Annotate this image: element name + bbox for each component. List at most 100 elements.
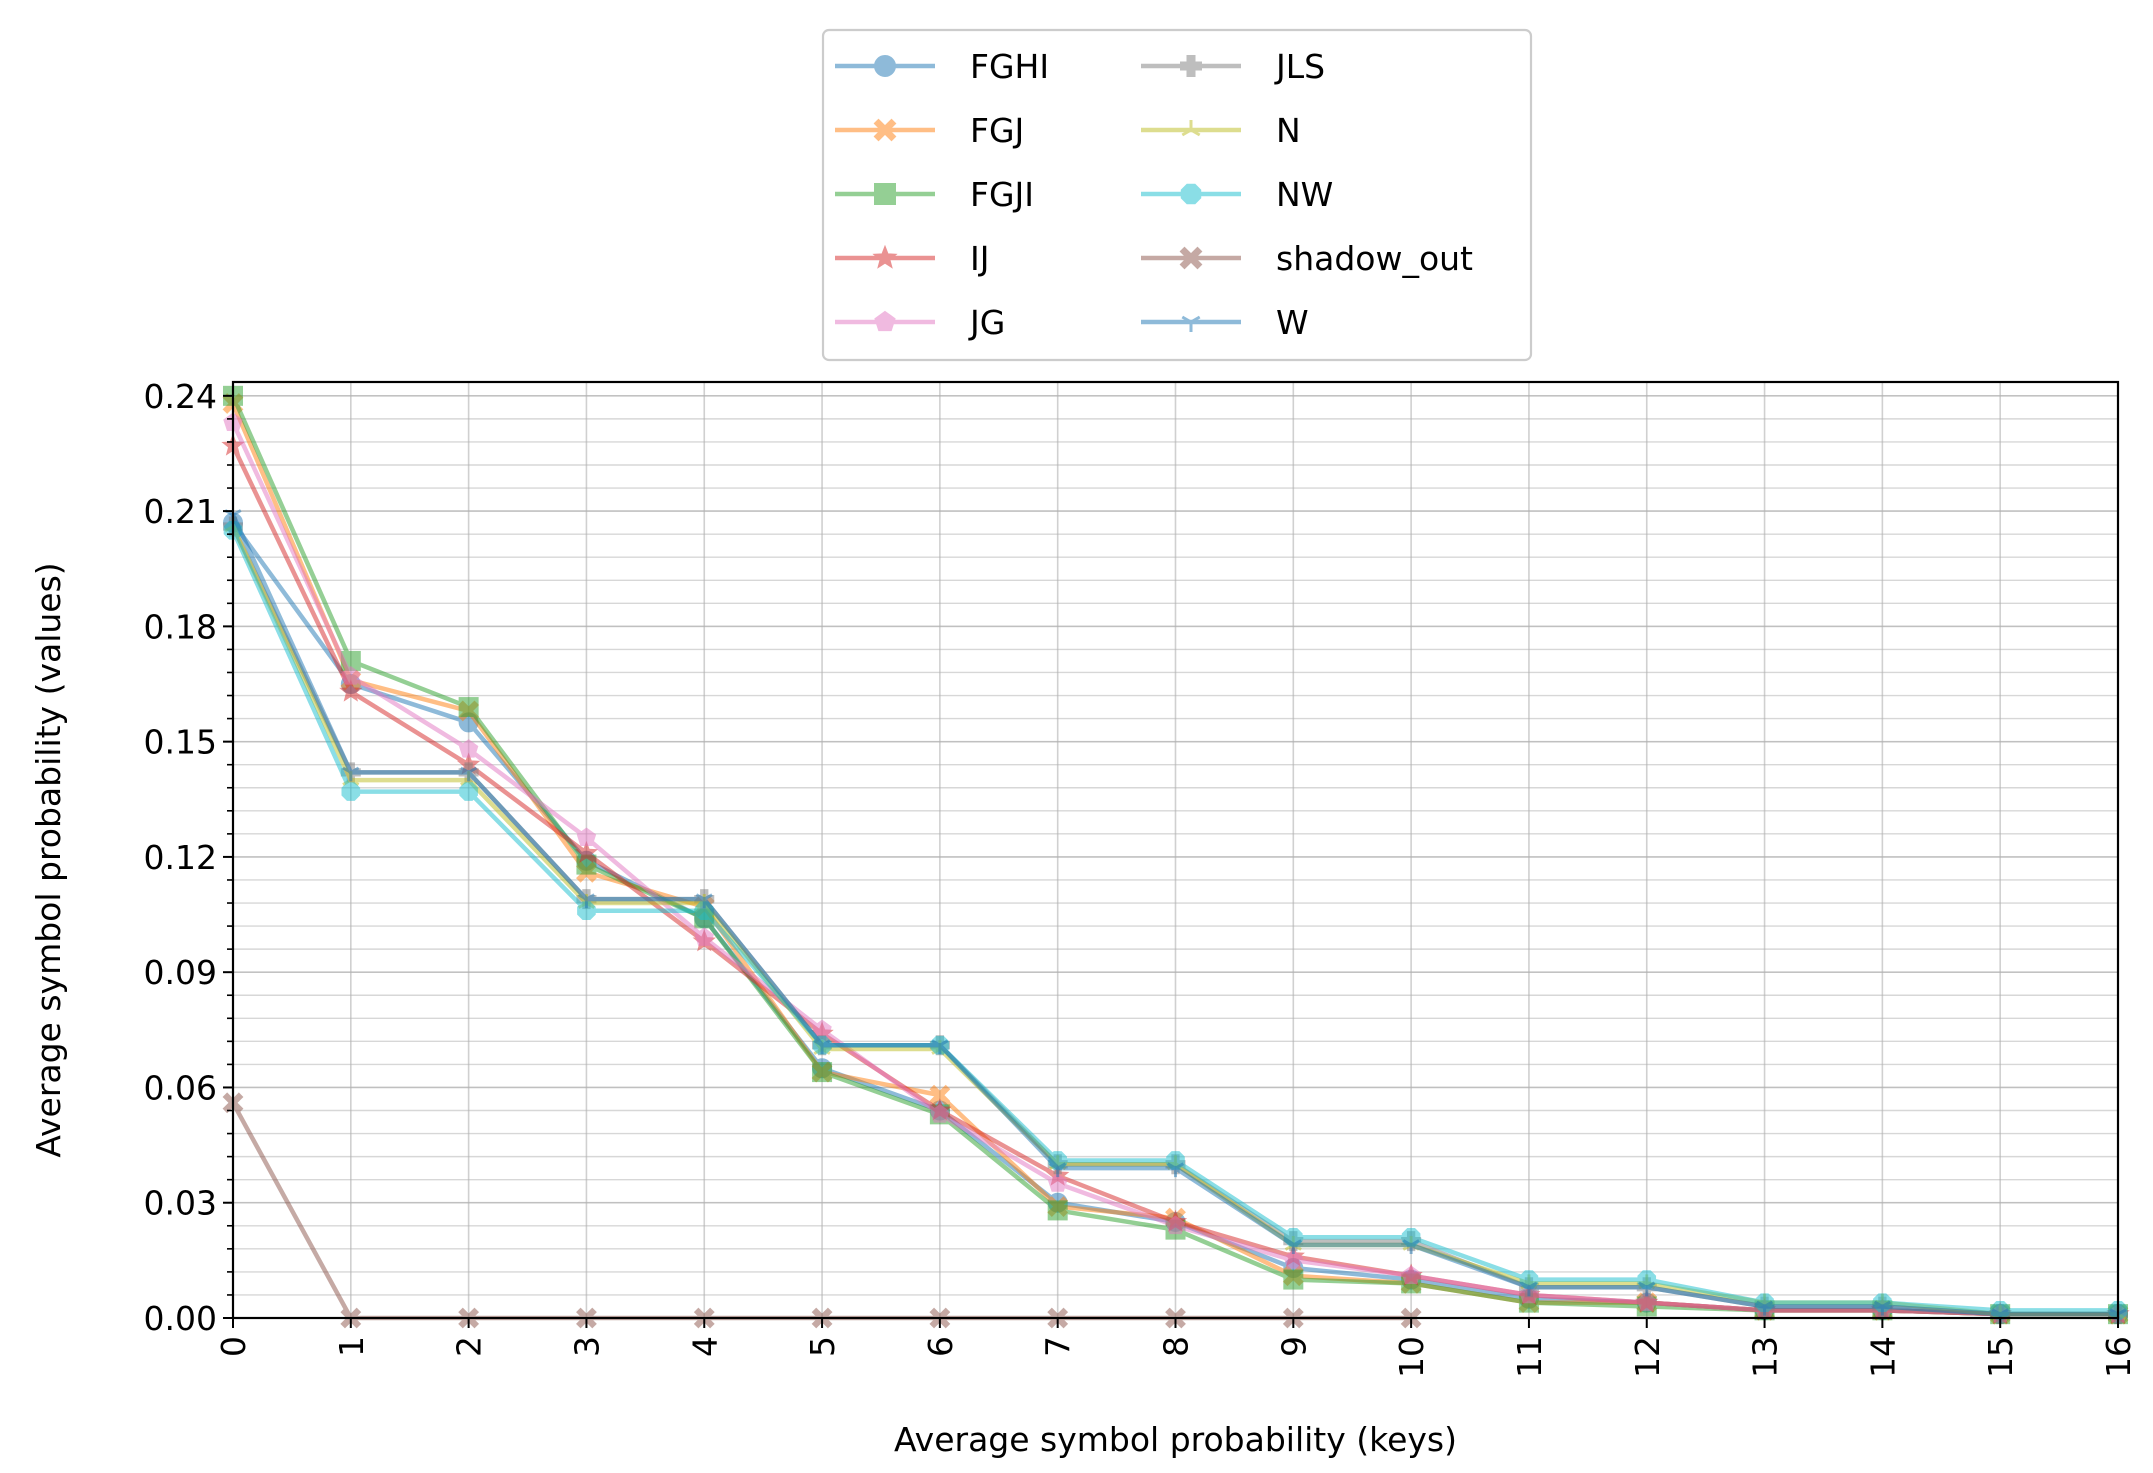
legend-handle <box>1141 55 1241 77</box>
legend-label: FGJI <box>970 175 1034 214</box>
legend-handle <box>835 244 935 269</box>
legend-entry-ij: IJ <box>835 239 989 278</box>
x-tick-label: 2 <box>450 1336 489 1357</box>
data-point-w <box>1873 1300 1891 1316</box>
data-point-fgji <box>812 1062 833 1083</box>
data-point-w <box>577 893 596 909</box>
legend-entry-shadow-out: shadow_out <box>1141 239 1473 278</box>
legend-marker <box>1179 246 1203 270</box>
legend-label: FGHI <box>970 47 1049 86</box>
y-tick-label: 0.12 <box>144 838 217 877</box>
legend-entry-nw: NW <box>1141 175 1333 214</box>
data-point-jg <box>458 739 479 758</box>
series-lines <box>221 385 2130 1329</box>
x-tick-label: 4 <box>685 1336 724 1357</box>
data-point-w <box>1166 1162 1185 1178</box>
y-tick-label: 0.03 <box>144 1184 217 1223</box>
data-point-w <box>813 1039 831 1055</box>
legend-handle <box>1141 315 1241 332</box>
legend-handle <box>835 310 935 332</box>
x-tick-label: 10 <box>1392 1336 1431 1378</box>
legend-marker <box>1181 315 1201 332</box>
data-point-fgji <box>1283 1269 1304 1290</box>
data-point-fgji <box>458 697 479 718</box>
data-point-w <box>342 766 360 782</box>
legend-marker <box>874 183 896 205</box>
x-tick-label: 1 <box>332 1336 371 1357</box>
legend-handle <box>1141 246 1241 270</box>
legend-label: FGJ <box>970 111 1024 150</box>
data-point-ij <box>574 840 599 863</box>
data-point-w <box>460 766 478 782</box>
data-point-w <box>1638 1281 1656 1297</box>
x-tick-label: 5 <box>803 1336 842 1357</box>
data-point-w <box>1049 1162 1067 1178</box>
data-point-jg <box>576 827 597 846</box>
y-tick-label: 0.21 <box>144 492 217 531</box>
data-point-jg <box>1637 1292 1657 1311</box>
x-tick-label: 0 <box>214 1336 253 1357</box>
legend-handle <box>835 183 935 205</box>
x-tick-label: 9 <box>1274 1336 1313 1357</box>
x-tick-label: 13 <box>1746 1336 1785 1378</box>
legend-entry-n: N <box>1141 111 1301 150</box>
data-point-jg <box>1165 1215 1186 1235</box>
y-axis-label: Average symbol probability (values) <box>29 562 68 1157</box>
x-axis-label: Average symbol probability (keys) <box>894 1420 1457 1459</box>
data-point-w <box>931 1039 949 1055</box>
data-point-nw <box>341 782 361 801</box>
y-tick-label: 0.00 <box>144 1299 217 1338</box>
data-point-jg <box>1401 1265 1421 1285</box>
legend-handle <box>1141 183 1241 205</box>
legend-marker <box>1180 183 1202 205</box>
legend-marker <box>1180 55 1202 77</box>
legend-handle <box>835 118 935 142</box>
legend-entry-fgji: FGJI <box>835 175 1034 214</box>
legend-label: W <box>1276 303 1309 342</box>
y-tick-label: 0.06 <box>144 1068 217 1107</box>
legend-entry-jls: JLS <box>1141 47 1325 86</box>
data-point-jg <box>930 1104 950 1123</box>
y-tick-label: 0.24 <box>144 377 217 416</box>
legend-label: IJ <box>970 239 989 278</box>
data-point-nw <box>459 782 478 801</box>
legend-label: N <box>1276 111 1301 150</box>
data-point-jg <box>341 666 361 685</box>
y-tick-label: 0.15 <box>144 723 217 762</box>
x-tick-label: 16 <box>2099 1336 2138 1378</box>
data-point-nw <box>577 901 596 921</box>
data-point-fgji <box>1047 1200 1068 1221</box>
data-point-jg <box>1047 1173 1068 1192</box>
legend-marker <box>1181 120 1201 137</box>
y-tick-label: 0.18 <box>144 607 217 646</box>
legend-entry-w: W <box>1141 303 1309 342</box>
data-point-fgj <box>929 1084 951 1106</box>
x-tick-label: 7 <box>1039 1336 1078 1357</box>
x-tick-label: 12 <box>1628 1336 1667 1378</box>
x-tick-label: 14 <box>1863 1336 1902 1378</box>
data-point-w <box>1755 1300 1774 1316</box>
legend-marker <box>874 310 896 332</box>
legend-marker <box>872 244 898 269</box>
legend-entry-jg: JG <box>835 303 1005 342</box>
legend-label: shadow_out <box>1276 239 1473 278</box>
data-point-w <box>1520 1281 1538 1297</box>
x-tick-label: 3 <box>567 1336 606 1357</box>
data-point-w <box>1284 1239 1302 1254</box>
legend-marker <box>873 118 897 142</box>
legend-entry-fgj: FGJ <box>835 111 1024 150</box>
y-tick-label: 0.09 <box>144 953 217 992</box>
legend-entry-fghi: FGHI <box>835 47 1049 86</box>
data-point-w <box>695 893 713 909</box>
legend-handle <box>1141 120 1241 137</box>
x-tick-label: 8 <box>1157 1336 1196 1357</box>
x-tick-label: 11 <box>1510 1336 1549 1378</box>
data-point-jg <box>694 927 714 946</box>
legend-label: JG <box>968 303 1005 342</box>
data-point-jg <box>1283 1250 1304 1269</box>
x-tick-label: 15 <box>1981 1336 2020 1378</box>
data-point-ij <box>339 679 363 702</box>
data-point-w <box>1402 1239 1420 1254</box>
legend-label: NW <box>1276 175 1333 214</box>
